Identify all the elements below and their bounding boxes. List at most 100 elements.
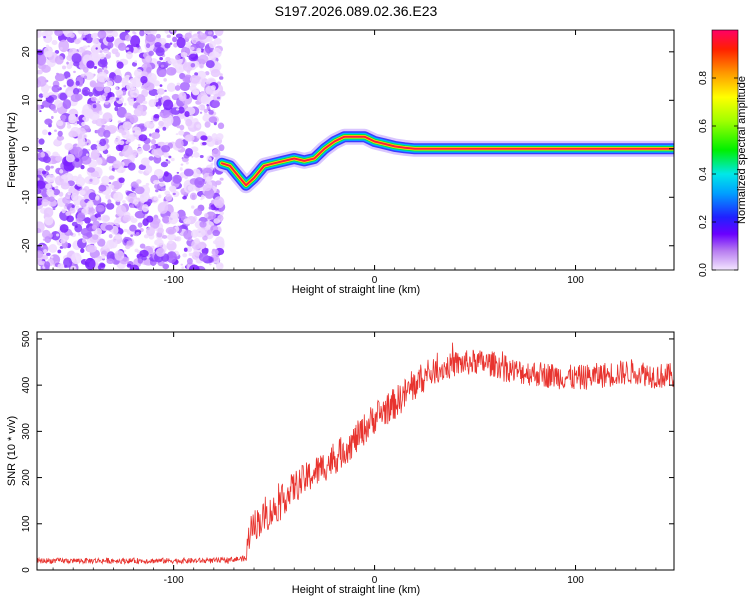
noise-blob <box>68 130 78 138</box>
noise-blob <box>44 236 52 244</box>
noise-blob <box>157 105 161 109</box>
noise-blob <box>135 231 140 236</box>
noise-blob <box>174 63 185 74</box>
noise-blob <box>92 52 100 59</box>
noise-blob <box>180 52 188 58</box>
noise-blob <box>156 60 162 65</box>
noise-blob <box>82 66 89 73</box>
noise-blob <box>118 177 125 184</box>
noise-blob <box>191 168 201 179</box>
noise-blob <box>95 81 105 92</box>
noise-blob <box>50 165 54 169</box>
noise-blob <box>40 247 44 251</box>
noise-blob <box>124 30 130 33</box>
noise-blob <box>159 37 167 45</box>
noise-blob <box>121 144 133 158</box>
noise-blob <box>161 235 168 239</box>
noise-blob <box>183 229 194 240</box>
noise-blob <box>140 157 150 166</box>
noise-blob <box>208 157 212 161</box>
noise-blob <box>106 80 114 87</box>
noise-blob <box>51 84 61 93</box>
noise-blob <box>166 82 176 93</box>
noise-blob <box>83 186 90 192</box>
noise-blob <box>37 53 47 66</box>
noise-blob <box>143 234 149 239</box>
noise-blob <box>163 78 167 82</box>
noise-blob <box>197 105 202 110</box>
noise-blob <box>93 66 98 70</box>
noise-blob <box>157 202 169 214</box>
noise-blob <box>122 214 131 223</box>
noise-blob <box>208 262 212 266</box>
spectrogram-x-ticks: -100 0 100 <box>52 30 657 286</box>
noise-blob <box>172 174 182 184</box>
snr-y-tick-label: 0 <box>21 567 32 573</box>
noise-blob <box>119 161 125 168</box>
noise-blob <box>165 159 169 162</box>
noise-blob <box>89 213 93 217</box>
noise-blob <box>133 107 144 117</box>
noise-blob <box>114 250 125 261</box>
noise-blob <box>115 89 124 96</box>
noise-blob <box>219 211 224 216</box>
noise-blob <box>97 265 102 270</box>
noise-blob <box>48 244 58 253</box>
noise-blob <box>70 93 81 103</box>
noise-blob <box>217 214 224 221</box>
noise-blob <box>37 250 44 259</box>
ridge-core <box>220 135 674 187</box>
noise-blob <box>165 226 177 235</box>
noise-blob <box>65 211 71 217</box>
noise-blob <box>164 30 170 34</box>
noise-blob <box>52 207 56 211</box>
noise-blob <box>213 196 225 209</box>
noise-blob <box>182 253 188 258</box>
noise-blob <box>148 88 159 97</box>
noise-blob <box>154 94 158 99</box>
noise-blob <box>129 87 140 99</box>
noise-blob <box>129 77 137 84</box>
noise-blob <box>203 108 209 113</box>
noise-blob <box>178 92 187 102</box>
noise-blob <box>104 101 109 105</box>
spectrogram-ylabel: Frequency (Hz) <box>6 112 18 188</box>
noise-blob <box>185 41 192 49</box>
noise-blob <box>196 124 201 128</box>
noise-blob <box>168 155 172 159</box>
noise-blob <box>145 43 151 49</box>
figure-title: S197.2026.089.02.36.E23 <box>275 3 438 19</box>
noise-blob <box>192 89 200 96</box>
colorbar-frame <box>711 29 739 271</box>
noise-blob <box>123 102 127 106</box>
noise-blob <box>62 99 72 110</box>
noise-blob <box>50 255 54 259</box>
noise-blob <box>48 196 55 203</box>
noise-blob <box>147 247 153 254</box>
noise-blob <box>184 134 195 142</box>
colorbar-tick-label: 0.4 <box>698 167 709 181</box>
noise-blob <box>205 85 216 95</box>
noise-blob <box>151 131 161 140</box>
noise-blob <box>126 51 133 60</box>
noise-blob <box>130 217 138 223</box>
noise-blob <box>166 34 171 38</box>
noise-blob <box>153 114 160 119</box>
noise-blob <box>101 175 110 185</box>
noise-blob <box>137 147 143 155</box>
noise-blob <box>95 118 105 127</box>
noise-blob <box>189 75 200 84</box>
spectrogram-frame <box>36 29 675 271</box>
noise-blob <box>115 51 120 58</box>
noise-blob <box>196 47 202 54</box>
noise-blob <box>52 188 61 196</box>
noise-blob <box>144 165 153 174</box>
noise-blob <box>64 143 74 151</box>
noise-blob <box>184 110 190 118</box>
noise-blob <box>131 61 138 67</box>
noise-blob <box>204 213 209 219</box>
noise-blob <box>139 30 145 37</box>
noise-blob <box>208 109 214 115</box>
noise-blob <box>37 170 42 175</box>
noise-blob <box>200 194 205 200</box>
